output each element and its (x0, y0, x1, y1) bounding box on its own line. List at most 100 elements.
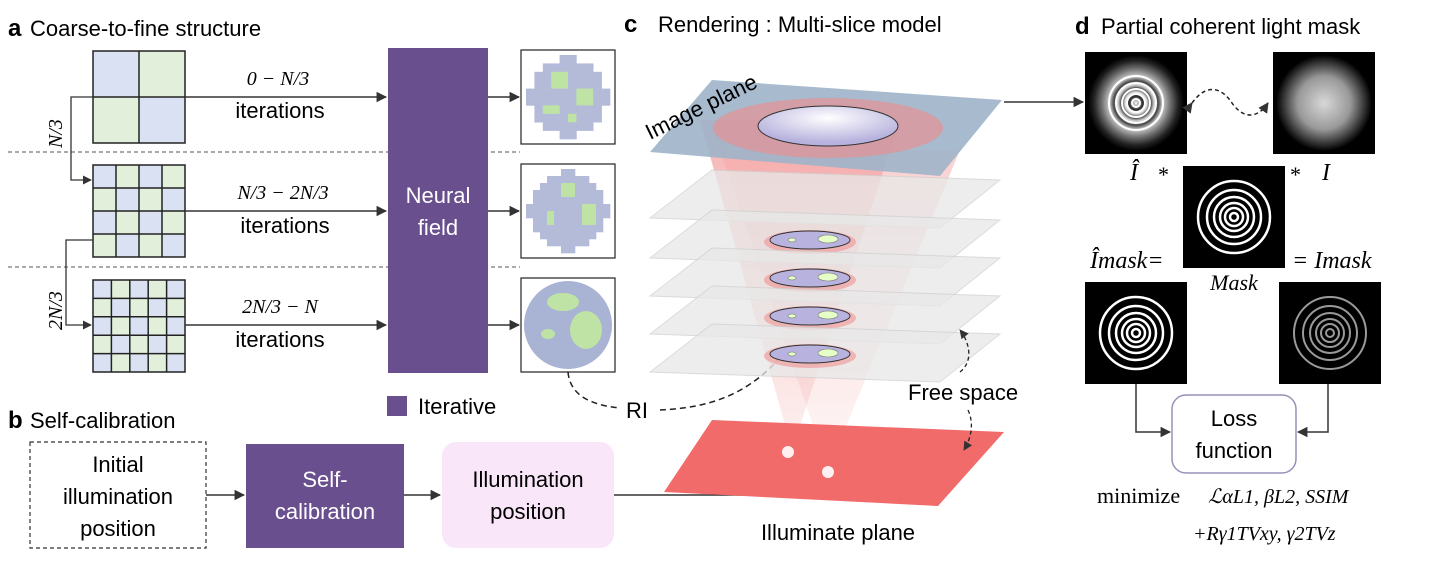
image-pixel (554, 183, 562, 191)
grid-5x5 (92, 279, 186, 373)
grid-cell (129, 316, 149, 336)
image-pixel (584, 105, 594, 115)
image-pixel (582, 218, 590, 226)
image-pixel (568, 122, 577, 131)
i-hat-symbol: Î (1129, 160, 1140, 186)
grid-cell (93, 165, 116, 188)
image-pixel (596, 197, 604, 205)
star-left: * (1158, 162, 1169, 187)
legend-iterative-label: Iterative (418, 394, 496, 419)
image-pixel (561, 232, 569, 240)
image-pixel (568, 88, 577, 98)
image-pixel (542, 71, 552, 81)
image-pixel (540, 197, 548, 205)
image-pixel (568, 105, 577, 115)
output-image-coarse (520, 49, 616, 145)
ring (1302, 305, 1358, 361)
image-pixel (526, 88, 535, 98)
image-pixel (576, 122, 586, 131)
selfcal-line-2: calibration (275, 499, 375, 524)
ring (1107, 304, 1165, 362)
image-pixel (568, 97, 577, 106)
image-pixel (542, 122, 552, 131)
image-pixel (584, 71, 594, 81)
image-pixel (559, 80, 569, 89)
image-pixel (561, 239, 569, 247)
grid-cell (93, 316, 112, 336)
image-pixel (596, 190, 604, 198)
image-pixel (589, 232, 597, 240)
grid-cell (116, 188, 139, 211)
row-3-label: iterations (235, 327, 324, 352)
panel-b-letter: b (8, 407, 23, 434)
image-pixel (568, 80, 577, 89)
ring (1115, 82, 1157, 124)
image-pixel (540, 183, 548, 191)
grid-cell (111, 316, 130, 336)
free-space-arrow-up (959, 329, 970, 373)
panel-d-letter: d (1075, 13, 1090, 40)
ring (1320, 323, 1340, 343)
image-pixel (554, 176, 562, 184)
image-pixel (582, 197, 590, 205)
image-pixel (533, 197, 541, 205)
image-pixel (582, 204, 590, 212)
image-pixel (576, 63, 586, 73)
grid-cell (93, 211, 116, 234)
image-pixel (582, 232, 590, 240)
free-space-label: Free space (908, 380, 1018, 405)
image-pixel (551, 122, 560, 131)
ring (1293, 296, 1367, 370)
grid-cell (166, 353, 185, 372)
image-pixel (554, 197, 562, 205)
image-pixel (534, 105, 544, 115)
compare-arrow (1182, 88, 1269, 116)
legend-iterative-swatch (387, 396, 407, 416)
image-pixel (575, 204, 583, 212)
image-pixel (603, 211, 611, 219)
image-pixel (589, 197, 597, 205)
ring (1212, 195, 1256, 239)
panel-c-letter: c (624, 11, 637, 38)
mask-label: Mask (1209, 270, 1259, 295)
grid-cell (166, 298, 185, 317)
grid-cell (129, 353, 149, 372)
image-pixel (554, 211, 562, 219)
image-pixel (575, 225, 583, 233)
image-pixel (540, 218, 548, 226)
output-image-medium (520, 163, 616, 259)
grid-cell (148, 353, 167, 372)
image-pixel (547, 176, 555, 184)
image-pixel (593, 88, 602, 98)
image-pixel (551, 71, 560, 81)
ring (1125, 322, 1147, 344)
masked-predicted-rings (1098, 295, 1174, 371)
initial-box-line-1: Initial (92, 452, 143, 477)
image-pixel (568, 71, 577, 81)
image-pixel (559, 55, 569, 64)
image-pixel (575, 232, 583, 240)
ri-curve-left (567, 371, 621, 409)
panel-c: c Rendering : Multi-slice model Image pl… (624, 11, 1085, 545)
image-pixel (551, 88, 560, 98)
grid-cell (116, 234, 139, 257)
image-pixel (593, 105, 602, 115)
image-pixel (559, 105, 569, 115)
image-pixel (542, 97, 552, 106)
image-pixel (540, 232, 548, 240)
image-pixel (561, 218, 569, 226)
image-pixel (533, 211, 541, 219)
image-pixel (561, 246, 569, 254)
image-pixel (542, 113, 552, 123)
grid-cell (93, 188, 116, 211)
ring (1121, 88, 1151, 118)
grid-4x4 (92, 164, 186, 258)
panel-a-letter: a (8, 15, 22, 42)
image-pixel (582, 239, 590, 247)
light-source-1 (782, 446, 794, 458)
i-mask-eq: = Imask (1292, 248, 1372, 274)
minimize-label: minimize (1097, 483, 1180, 508)
slice-inclusion (817, 234, 839, 244)
slice-inclusion (817, 310, 839, 320)
image-pixel (526, 204, 534, 212)
